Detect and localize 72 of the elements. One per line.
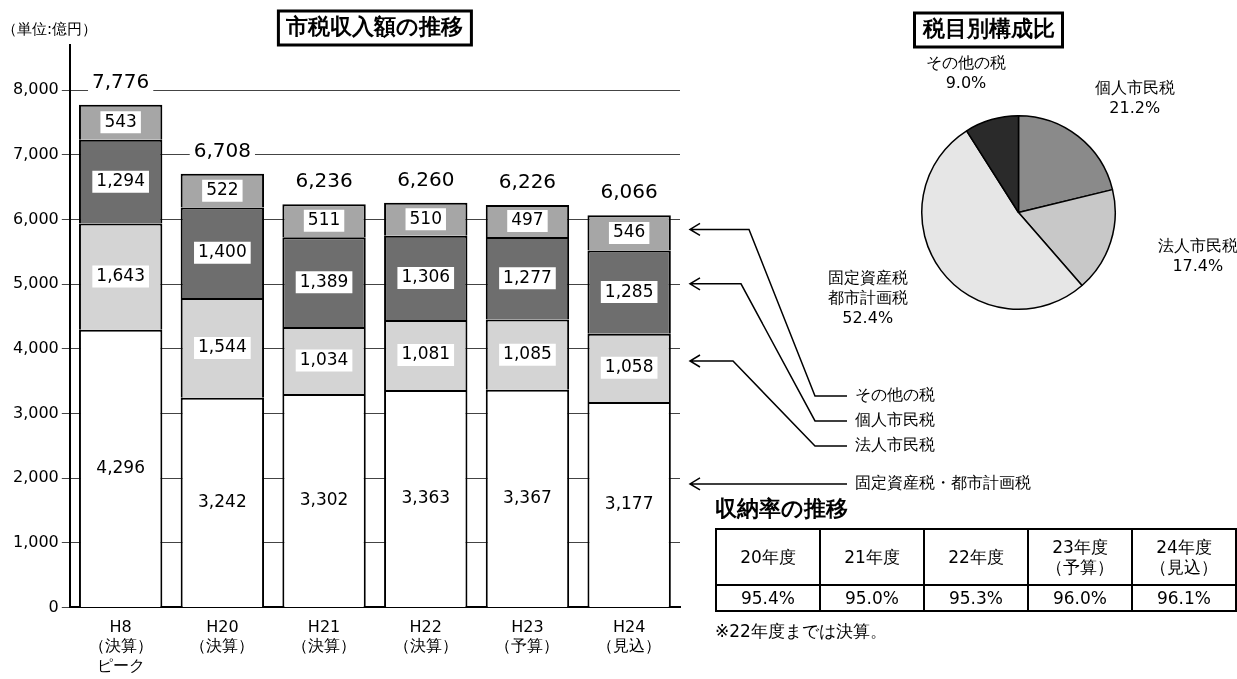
- data-label: 52.4%: [842, 308, 894, 328]
- data-label: 1,389: [299, 270, 349, 291]
- data-label: 522: [206, 179, 239, 200]
- text: その他の税: [855, 385, 935, 405]
- text: 95.4%: [740, 588, 795, 608]
- data-label: 3,302: [299, 488, 349, 509]
- y-tick-label: 7,000: [12, 144, 59, 164]
- text: 96.0%: [1052, 588, 1107, 608]
- y-tick-label: 6,000: [12, 208, 59, 228]
- x-tick-label: H20（決算）: [190, 617, 255, 656]
- text: 法人市民税: [855, 435, 935, 455]
- data-label: 1,294: [96, 170, 145, 191]
- data-label: 1,306: [401, 266, 451, 287]
- chart-title: 市税収入額の推移: [285, 13, 464, 39]
- data-label: 1,400: [198, 241, 247, 262]
- total-label: 6,260: [397, 166, 455, 191]
- y-tick-label: 2,000: [12, 467, 59, 487]
- y-tick-label: 8,000: [12, 79, 59, 99]
- y-tick-label: 5,000: [12, 273, 59, 293]
- text: 95.3%: [948, 588, 1003, 608]
- category-label: 23年度（予算）: [1028, 529, 1132, 585]
- text: 収納率の推移: [715, 495, 849, 523]
- x-tick-label: H24（見込）: [597, 617, 662, 656]
- y-tick-label: 1,000: [12, 531, 59, 551]
- data-label: 3,367: [503, 486, 552, 507]
- text: 95.0%: [844, 588, 899, 608]
- slice-label: 法人市民税: [1157, 235, 1237, 255]
- data-label: 510: [409, 207, 442, 228]
- y-tick-label: 4,000: [12, 337, 59, 357]
- chart-title: 税目別構成比: [921, 15, 1055, 41]
- text: 個人市民税: [855, 410, 935, 430]
- category-label: 21年度: [820, 529, 924, 585]
- data-label: 497: [511, 209, 544, 230]
- data-label: 1,085: [503, 343, 552, 364]
- data-label: 1,285: [604, 280, 654, 301]
- y-axis-title: （単位:億円）: [2, 19, 98, 38]
- data-label: 3,363: [401, 486, 451, 507]
- data-label: 21.2%: [1109, 97, 1161, 117]
- data-label: 511: [307, 209, 341, 230]
- x-tick-label: H22（決算）: [393, 617, 458, 656]
- x-tick-label: H21（決算）: [292, 617, 357, 656]
- category-label: 24年度（見込）: [1132, 529, 1236, 585]
- y-tick-label: 0: [48, 596, 59, 616]
- slice-label: 個人市民税: [1094, 77, 1175, 97]
- slice-label: その他の税: [926, 52, 1006, 72]
- data-label: 3,177: [604, 492, 654, 513]
- data-label: 9.0%: [945, 72, 987, 92]
- total-label: 6,236: [295, 168, 353, 193]
- data-label: 1,277: [503, 266, 552, 287]
- data-label: 1,034: [299, 348, 349, 369]
- category-label: 20年度: [716, 529, 820, 585]
- x-tick-label: H23（予算）: [495, 617, 560, 656]
- total-label: 6,066: [600, 179, 658, 204]
- data-label: 4,296: [96, 456, 145, 477]
- slice-label: 固定資産税都市計画税: [827, 268, 908, 308]
- data-label: 1,643: [96, 265, 145, 286]
- total-label: 6,226: [498, 169, 557, 194]
- data-label: 543: [104, 110, 137, 131]
- data-label: 1,544: [198, 336, 247, 357]
- data-label: 546: [612, 221, 646, 242]
- category-label: 22年度: [924, 529, 1028, 585]
- total-label: 6,708: [193, 137, 251, 162]
- data-label: 1,058: [604, 356, 654, 377]
- text: 固定資産税・都市計画税: [855, 473, 1031, 493]
- text: 96.1%: [1156, 588, 1211, 608]
- x-tick-label: H8（決算）ピーク: [88, 617, 153, 675]
- data-label: 17.4%: [1172, 255, 1224, 275]
- text: ※22年度までは決算。: [715, 620, 888, 643]
- total-label: 7,776: [92, 68, 150, 93]
- data-label: 3,242: [198, 490, 247, 511]
- y-tick-label: 3,000: [12, 402, 59, 422]
- data-label: 1,081: [401, 343, 451, 364]
